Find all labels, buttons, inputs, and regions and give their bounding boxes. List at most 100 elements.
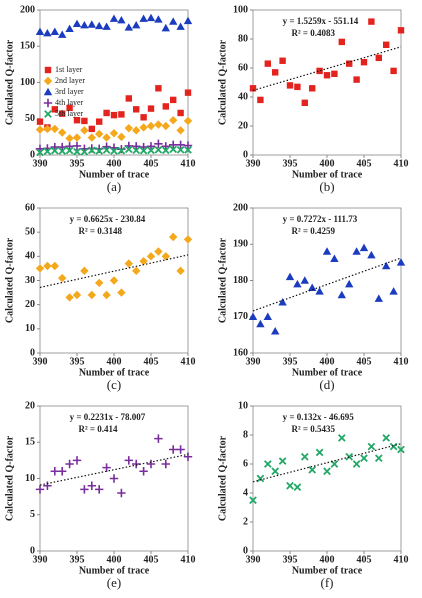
- point: [367, 250, 376, 259]
- point: [65, 24, 74, 33]
- point: [65, 459, 74, 469]
- point: [169, 145, 178, 154]
- point: [183, 235, 193, 244]
- point: [146, 252, 156, 261]
- point: [375, 54, 382, 62]
- point: [294, 83, 301, 91]
- y-tick-label: 100: [233, 4, 248, 15]
- point: [95, 485, 104, 494]
- y-axis-label: Calculated Q-factor: [217, 435, 228, 521]
- y-tick-label: 50: [25, 113, 35, 124]
- y-tick-label: 6: [243, 458, 248, 469]
- point: [397, 27, 405, 34]
- point: [50, 261, 59, 271]
- y-tick-label: 60: [25, 202, 35, 213]
- point: [147, 146, 155, 155]
- point: [124, 23, 133, 31]
- point: [36, 148, 44, 157]
- point: [360, 454, 368, 463]
- point: [300, 276, 309, 284]
- point: [43, 147, 52, 156]
- point: [102, 22, 111, 30]
- point: [169, 140, 178, 150]
- point: [308, 465, 317, 474]
- point: [109, 474, 119, 483]
- y-tick-label: 4: [243, 487, 248, 498]
- point: [383, 41, 390, 48]
- x-tick-label: 400: [107, 554, 122, 565]
- point: [337, 290, 346, 299]
- y-tick-label: 40: [238, 91, 248, 102]
- point: [35, 27, 45, 35]
- point: [58, 467, 67, 476]
- legend-label: 1st layer: [55, 65, 83, 74]
- point: [154, 139, 163, 148]
- equation: y = 0.6625x - 230.84: [70, 214, 146, 224]
- x-tick-label: 405: [144, 158, 159, 169]
- x-axis-label: Number of trace: [292, 169, 363, 180]
- point: [382, 261, 391, 270]
- point: [170, 96, 177, 104]
- point: [169, 116, 178, 125]
- point: [154, 15, 163, 23]
- y-tick-label: 40: [25, 251, 35, 262]
- point: [43, 261, 52, 271]
- point: [161, 252, 170, 261]
- point: [161, 121, 170, 131]
- point: [154, 145, 163, 154]
- point: [72, 19, 82, 27]
- point: [315, 448, 324, 457]
- point: [183, 116, 193, 126]
- point: [72, 290, 82, 300]
- y-tick-label: 50: [25, 226, 35, 237]
- point: [184, 146, 192, 154]
- y-tick-label: 8: [243, 429, 248, 440]
- point: [331, 70, 338, 77]
- point: [176, 22, 185, 30]
- point: [285, 272, 295, 281]
- point: [256, 474, 265, 483]
- point: [132, 459, 141, 469]
- point: [133, 106, 140, 113]
- point: [117, 288, 126, 297]
- x-tick-label: 405: [144, 356, 159, 367]
- point: [176, 145, 185, 154]
- point: [308, 283, 317, 291]
- point: [95, 21, 104, 30]
- y-tick-label: 20: [25, 400, 35, 411]
- legend-marker: [44, 66, 52, 74]
- point: [390, 67, 397, 75]
- point: [103, 109, 110, 117]
- point: [176, 126, 185, 135]
- point: [80, 266, 89, 276]
- x-tick-label: 410: [181, 554, 196, 565]
- caption: (b): [319, 179, 334, 194]
- point: [102, 133, 111, 142]
- r-squared: R² = 0.5435: [291, 424, 335, 434]
- caption: (c): [107, 377, 121, 392]
- point: [58, 273, 67, 283]
- point: [271, 327, 280, 335]
- point: [139, 123, 148, 132]
- point: [278, 298, 287, 306]
- x-tick-label: 410: [394, 356, 409, 367]
- point: [95, 129, 104, 139]
- point: [183, 452, 193, 461]
- x-tick-label: 390: [246, 356, 261, 367]
- point: [184, 89, 192, 96]
- point: [374, 294, 383, 302]
- point: [139, 14, 148, 22]
- point: [264, 60, 271, 67]
- point: [286, 82, 294, 89]
- r-squared: R² = 0.414: [78, 424, 118, 434]
- legend-marker: [43, 98, 53, 108]
- point: [73, 117, 81, 124]
- point: [59, 110, 66, 117]
- y-axis-label: Calculated Q-factor: [217, 39, 228, 125]
- point: [80, 126, 89, 135]
- point: [330, 254, 339, 262]
- point: [124, 145, 133, 154]
- point: [43, 124, 52, 134]
- point: [263, 460, 272, 468]
- point: [118, 111, 125, 118]
